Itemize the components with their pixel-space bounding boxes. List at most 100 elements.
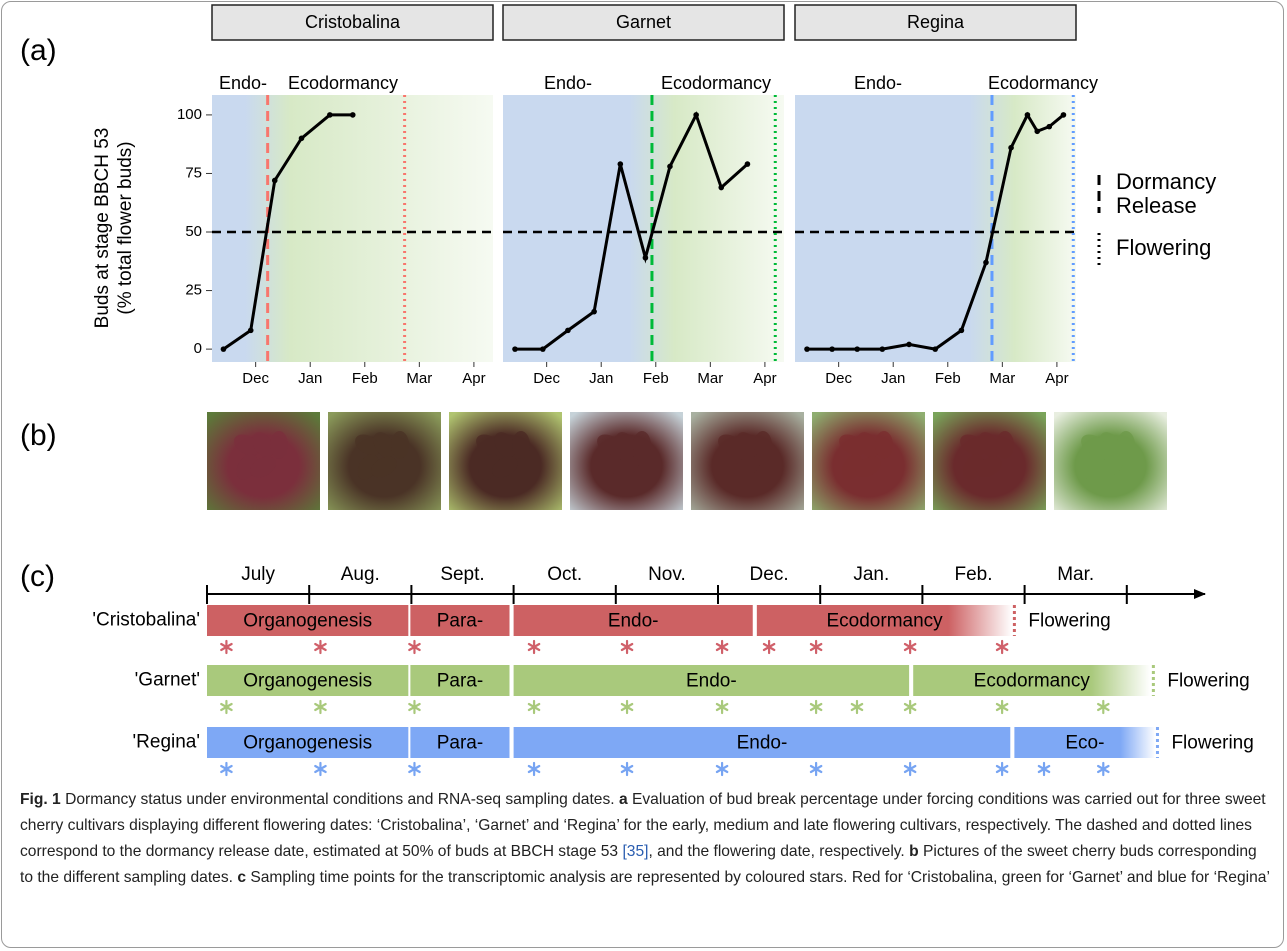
data-point	[906, 342, 912, 348]
x-tick-label: Jan	[589, 370, 613, 387]
data-point	[1046, 124, 1052, 130]
sample-star	[1098, 701, 1108, 713]
bud-shape	[875, 431, 893, 459]
data-point	[718, 185, 724, 191]
phase-label: Organogenesis	[243, 671, 372, 692]
caption-text: , and the flowering date, respectively.	[648, 843, 904, 860]
x-tick-label: Dec	[825, 370, 852, 387]
sample-star	[221, 763, 231, 775]
panel-label: (b)	[20, 419, 57, 452]
facet-title: Regina	[907, 12, 965, 32]
sample-star	[905, 701, 915, 713]
data-point	[932, 346, 938, 352]
legend-label: Release	[1116, 193, 1197, 218]
data-point	[540, 346, 546, 352]
part-label: c	[237, 869, 246, 886]
bud-shape	[996, 431, 1014, 459]
figure: (a) (b) (c) Cristobalina Endo- Ecodormancy…	[0, 0, 1287, 780]
x-tick-label: Mar	[989, 370, 1015, 387]
sample-star	[852, 701, 862, 713]
sample-star	[1039, 763, 1049, 775]
data-point	[565, 328, 571, 334]
sample-star	[997, 763, 1007, 775]
bud-shape	[1117, 431, 1135, 459]
y-tick-label: 75	[185, 164, 202, 181]
phase-annotation: Endo-	[219, 73, 267, 93]
month-label: Oct.	[547, 564, 582, 585]
x-tick-label: Dec	[533, 370, 560, 387]
y-tick-label: 100	[177, 106, 202, 123]
data-point	[745, 161, 751, 167]
phase-annotation: Ecodormancy	[661, 73, 771, 93]
y-tick-label: 50	[185, 223, 202, 240]
caption: Fig. 1 Dormancy status under environment…	[20, 787, 1270, 891]
data-point	[854, 346, 860, 352]
data-point	[880, 346, 886, 352]
x-tick-label: Jan	[298, 370, 322, 387]
photo-strip	[207, 412, 1167, 510]
bud-shape	[512, 431, 530, 459]
bud-shape	[391, 431, 409, 459]
panel-label: (c)	[20, 560, 55, 593]
data-point	[248, 328, 254, 334]
data-point	[959, 328, 965, 334]
phase-label: Para-	[437, 611, 483, 632]
panel-label: (a)	[20, 34, 57, 67]
phase-label: Para-	[437, 733, 483, 754]
sample-star	[409, 763, 419, 775]
sample-star	[811, 701, 821, 713]
cultivar-label: 'Cristobalina'	[92, 610, 200, 631]
month-label: July	[241, 564, 275, 585]
end-label: Flowering	[1028, 611, 1110, 632]
y-axis-label: Buds at stage BBCH 53	[92, 128, 113, 329]
x-tick-label: Apr	[462, 370, 485, 387]
sample-star	[811, 763, 821, 775]
data-point	[1008, 145, 1014, 151]
month-label: Aug.	[341, 564, 380, 585]
sample-star	[622, 641, 632, 653]
month-label: Sept.	[440, 564, 484, 585]
cultivar-label: 'Garnet'	[135, 670, 200, 691]
sample-star	[529, 763, 539, 775]
data-point	[618, 161, 624, 167]
sample-star	[221, 641, 231, 653]
phase-label: Organogenesis	[243, 611, 372, 632]
sample-star	[905, 641, 915, 653]
end-label: Flowering	[1171, 733, 1253, 754]
sample-star	[529, 641, 539, 653]
sample-star	[997, 701, 1007, 713]
bud-shape	[633, 431, 651, 459]
phase-annotation: Ecodormancy	[988, 73, 1098, 93]
data-point	[591, 309, 597, 315]
y-tick-label: 25	[185, 282, 202, 299]
sample-star	[905, 763, 915, 775]
data-point	[327, 112, 333, 118]
sample-star	[717, 763, 727, 775]
sample-star	[622, 763, 632, 775]
citation[interactable]: [35]	[622, 843, 648, 860]
end-label: Flowering	[1167, 671, 1249, 692]
sample-star	[409, 701, 419, 713]
phase-label: Endo-	[608, 611, 659, 632]
y-axis-label: (% total flower buds)	[115, 141, 136, 314]
data-point	[829, 346, 835, 352]
month-label: Jan.	[853, 564, 889, 585]
phase-label: Eco-	[1065, 733, 1104, 754]
sample-star	[221, 701, 231, 713]
facet-title: Garnet	[616, 12, 671, 32]
data-point	[643, 255, 649, 261]
facet-title: Cristobalina	[305, 12, 401, 32]
bud-shape	[754, 431, 772, 459]
phase-label: Ecodormancy	[827, 611, 944, 632]
phase-label: Organogenesis	[243, 733, 372, 754]
x-tick-label: Feb	[935, 370, 961, 387]
x-tick-label: Jan	[881, 370, 905, 387]
y-tick-label: 0	[194, 340, 202, 357]
fig-label: Fig. 1	[20, 791, 61, 808]
month-label: Dec.	[750, 564, 789, 585]
part-label: b	[909, 843, 919, 860]
data-point	[983, 260, 989, 266]
month-label: Nov.	[648, 564, 686, 585]
sample-star	[315, 701, 325, 713]
x-tick-label: Feb	[352, 370, 378, 387]
